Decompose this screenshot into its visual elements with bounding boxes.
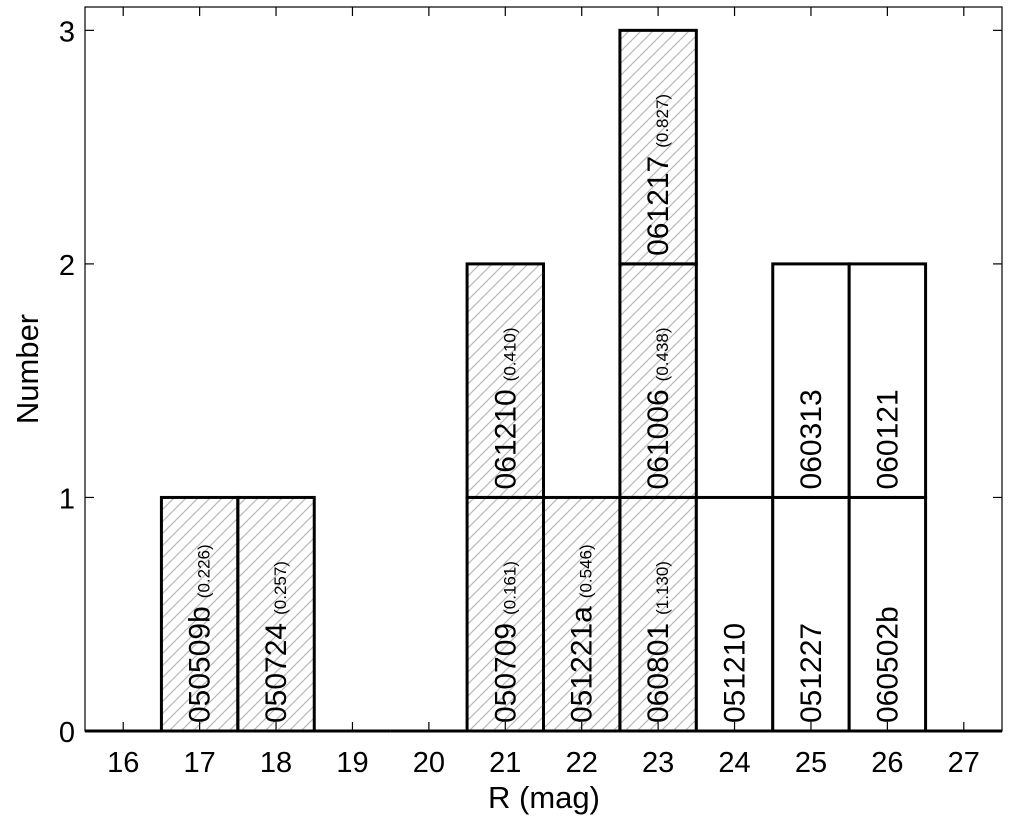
x-tick-label-17: 17 <box>183 747 215 779</box>
y-tick-label-3: 3 <box>59 16 75 48</box>
x-tick-label-25: 25 <box>795 747 827 779</box>
grb-name-051210: 051210 <box>719 623 752 723</box>
x-tick-label-20: 20 <box>413 747 445 779</box>
x-tick-label-21: 21 <box>489 747 521 779</box>
grb-redshift-061217: (0.827) <box>653 94 672 148</box>
bar-box-051227 <box>771 495 851 733</box>
bar-label-060121: 060121 <box>871 389 904 489</box>
grb-redshift-061210: (0.410) <box>500 327 519 381</box>
grb-name-051227: 051227 <box>795 623 828 723</box>
y-tick-label-1: 1 <box>59 483 75 515</box>
bar-box-050724 <box>236 495 316 733</box>
bar-label-051227: 051227 <box>795 623 828 723</box>
bar-box-061217 <box>618 28 698 266</box>
grb-redshift-060801: (1.130) <box>653 561 672 615</box>
grb-name-050724: 050724 <box>260 623 293 723</box>
x-tick-label-26: 26 <box>871 747 903 779</box>
bar-label-051221a: 051221a (0.546) <box>566 544 599 723</box>
grb-redshift-050509b: (0.226) <box>195 544 214 598</box>
y-tick-label-2: 2 <box>59 250 75 282</box>
grb-name-050509b: 050509b <box>184 606 217 723</box>
x-tick-label-18: 18 <box>260 747 292 779</box>
bar-label-050509b: 050509b (0.226) <box>184 544 217 723</box>
bar-label-060801: 060801 (1.130) <box>642 561 675 723</box>
y-tick-label-0: 0 <box>59 717 75 749</box>
bar-label-050724: 050724 (0.257) <box>260 561 293 723</box>
bar-label-061006: 061006 (0.438) <box>642 327 675 489</box>
grb-redshift-050709: (0.161) <box>500 561 519 615</box>
bar-labels-layer: 050509b (0.226) 050724 (0.257) 050709 (0.161)… <box>184 94 905 723</box>
bar-label-051210: 051210 <box>719 623 752 723</box>
x-tick-label-22: 22 <box>566 747 598 779</box>
x-tick-label-24: 24 <box>718 747 750 779</box>
bar-label-061210: 061210 (0.410) <box>489 327 522 489</box>
bar-label-060502b: 060502b <box>871 606 904 723</box>
grb-name-061217: 061217 <box>642 156 675 256</box>
bar-label-061217: 061217 (0.827) <box>642 94 675 256</box>
grb-name-061006: 061006 <box>642 389 675 489</box>
plot-frame <box>84 6 1003 732</box>
bar-box-060121 <box>847 262 928 499</box>
y-axis-title: Number <box>10 314 45 424</box>
grb-name-050709: 050709 <box>489 623 522 723</box>
grb-redshift-051221a: (0.546) <box>577 544 596 598</box>
grb-name-060801: 060801 <box>642 623 675 723</box>
x-tick-label-23: 23 <box>642 747 674 779</box>
grb-redshift-050724: (0.257) <box>271 561 290 615</box>
bar-box-061210 <box>465 262 546 499</box>
grb-name-060313: 060313 <box>795 389 828 489</box>
bars-layer <box>85 28 1002 733</box>
bar-box-061006 <box>618 262 698 499</box>
x-tick-label-19: 19 <box>336 747 368 779</box>
grb-name-051221a: 051221a <box>566 606 599 723</box>
bar-box-060502b <box>847 495 928 733</box>
grb-name-061210: 061210 <box>489 389 522 489</box>
bar-box-060801 <box>618 495 698 733</box>
x-tick-label-16: 16 <box>107 747 139 779</box>
bar-label-060313: 060313 <box>795 389 828 489</box>
bar-label-050709: 050709 (0.161) <box>489 561 522 723</box>
grb-redshift-061006: (0.438) <box>653 327 672 381</box>
x-tick-label-27: 27 <box>948 747 980 779</box>
grb-name-060121: 060121 <box>871 389 904 489</box>
grb-name-060502b: 060502b <box>871 606 904 723</box>
x-axis-title: R (mag) <box>488 780 600 815</box>
bar-box-050509b <box>159 495 240 733</box>
